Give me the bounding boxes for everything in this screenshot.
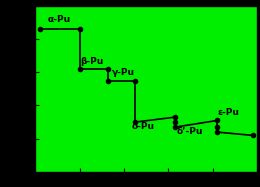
Text: γ-Pu: γ-Pu xyxy=(112,68,135,77)
Text: ε-Pu: ε-Pu xyxy=(217,108,239,117)
Text: δ-Pu: δ-Pu xyxy=(132,122,155,131)
Text: α-Pu: α-Pu xyxy=(47,15,70,24)
Text: β-Pu: β-Pu xyxy=(81,56,104,65)
Text: δ’-Pu: δ’-Pu xyxy=(177,127,203,136)
